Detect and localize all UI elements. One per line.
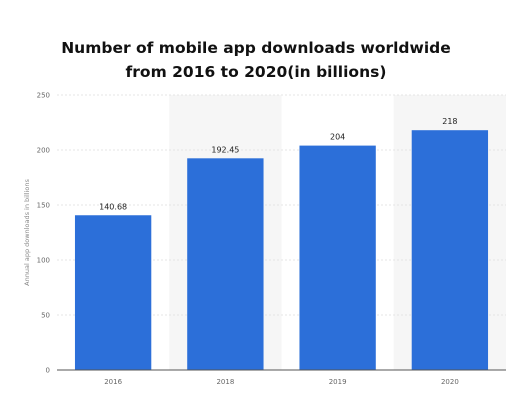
y-tick-label-100: 100	[37, 257, 50, 265]
x-tick-label-2020: 2020	[441, 378, 459, 386]
x-tick-label-2018: 2018	[216, 378, 234, 386]
y-tick-label-150: 150	[37, 202, 50, 210]
y-tick-label-200: 200	[37, 147, 50, 155]
chart-title-line-2: from 2016 to 2020(in billions)	[125, 63, 387, 81]
bar-2019	[299, 145, 376, 370]
data-label-2020: 218	[442, 117, 457, 126]
data-label-2016: 140.68	[99, 202, 127, 211]
data-label-2019: 204	[330, 133, 345, 142]
x-tick-label-2019: 2019	[329, 378, 347, 386]
y-tick-label-50: 50	[41, 312, 50, 320]
chart-title-line-1: Number of mobile app downloads worldwide	[61, 39, 451, 57]
y-tick-label-250: 250	[37, 92, 50, 100]
x-tick-label-2016: 2016	[104, 378, 122, 386]
bar-2018	[187, 158, 264, 370]
bar-2020	[411, 130, 489, 370]
chart-title: Number of mobile app downloads worldwide…	[0, 36, 512, 84]
y-axis-label: Annual app downloads in billions	[23, 179, 31, 286]
y-tick-label-0: 0	[46, 367, 50, 375]
bar-2016	[74, 215, 152, 370]
data-label-2018: 192.45	[211, 145, 239, 154]
